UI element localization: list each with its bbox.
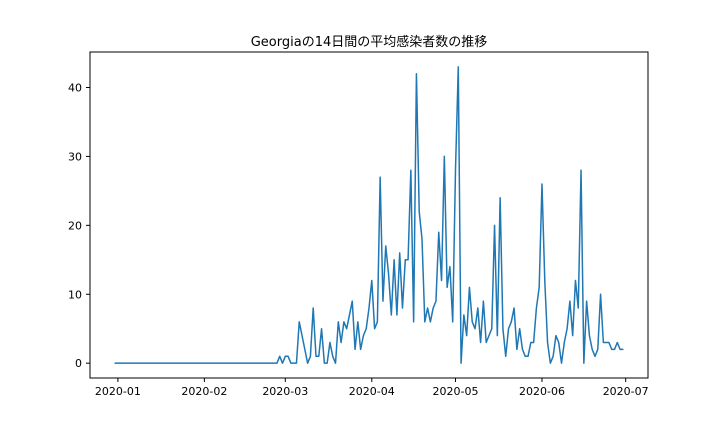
series-line — [114, 66, 624, 364]
x-tick-label: 2020-07 — [603, 385, 649, 398]
y-tick-label: 0 — [75, 357, 82, 370]
y-tick-label: 10 — [68, 288, 82, 301]
chart-title: Georgiaの14日間の平均感染者数の推移 — [251, 34, 488, 50]
x-tick-label: 2020-03 — [262, 385, 308, 398]
y-tick-label: 30 — [68, 150, 82, 163]
y-tick-label: 20 — [68, 219, 82, 232]
x-tick-label: 2020-06 — [519, 385, 565, 398]
y-tick-label: 40 — [68, 81, 82, 94]
x-axis: 2020-01 2020-02 2020-03 2020-04 2020-05 2020-… — [95, 378, 649, 398]
y-axis: 0 10 20 30 40 — [68, 81, 90, 370]
x-tick-label: 2020-04 — [349, 385, 395, 398]
x-tick-label: 2020-05 — [433, 385, 479, 398]
plot-area — [114, 66, 624, 364]
plot-frame — [89, 51, 649, 379]
x-tick-label: 2020-02 — [181, 385, 227, 398]
x-tick-label: 2020-01 — [95, 385, 141, 398]
